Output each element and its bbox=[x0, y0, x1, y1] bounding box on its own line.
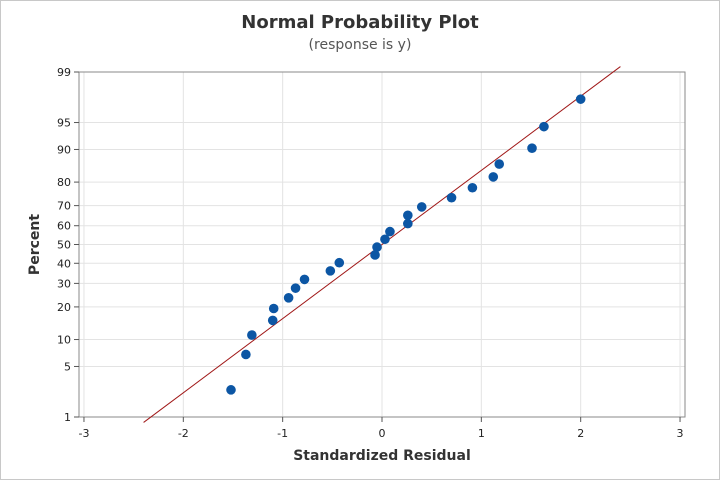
data-point bbox=[488, 172, 499, 182]
chart-title: Normal Probability Plot bbox=[241, 12, 479, 33]
y-tick-label: 20 bbox=[57, 301, 71, 314]
data-point bbox=[385, 226, 395, 237]
data-point bbox=[268, 303, 279, 314]
y-tick-label: 90 bbox=[57, 143, 71, 156]
x-tick-label: -1 bbox=[277, 427, 288, 440]
y-tick-label: 70 bbox=[57, 200, 71, 213]
x-tick-label: 2 bbox=[577, 427, 584, 440]
data-point bbox=[283, 293, 294, 303]
y-tick-label: 5 bbox=[64, 360, 71, 373]
x-tick-label: 1 bbox=[478, 427, 485, 440]
x-tick-label: -2 bbox=[178, 427, 189, 440]
data-point bbox=[247, 330, 257, 340]
data-point bbox=[226, 385, 236, 395]
data-point bbox=[527, 143, 537, 153]
data-point bbox=[380, 234, 390, 245]
x-axis-label: Standardized Residual bbox=[293, 448, 471, 464]
y-tick-label: 30 bbox=[57, 277, 71, 290]
data-point bbox=[299, 274, 310, 285]
data-point bbox=[539, 121, 549, 132]
x-tick-label: 0 bbox=[379, 427, 386, 440]
data-point bbox=[290, 283, 301, 293]
x-tick-label: 3 bbox=[677, 427, 684, 440]
y-axis-label: Percent bbox=[27, 214, 43, 275]
data-point bbox=[372, 242, 382, 252]
axis-ticks: -3 -2 -1 0 1 2 3 1 5 10 20 30 40 50 60 70 80 90 95 99 bbox=[57, 66, 684, 440]
data-point bbox=[467, 182, 478, 193]
y-tick-label: 50 bbox=[57, 239, 71, 252]
y-tick-label: 40 bbox=[57, 257, 71, 270]
y-tick-label: 60 bbox=[57, 220, 71, 233]
data-point bbox=[403, 210, 413, 221]
x-tick-label: -3 bbox=[78, 427, 89, 440]
data-point bbox=[325, 266, 336, 276]
data-point bbox=[370, 250, 380, 260]
data-point bbox=[494, 159, 505, 169]
y-tick-label: 95 bbox=[57, 117, 71, 130]
data-point bbox=[267, 315, 278, 326]
y-tick-label: 1 bbox=[64, 411, 71, 424]
y-tick-label: 80 bbox=[57, 176, 71, 189]
y-tick-label: 99 bbox=[57, 66, 71, 79]
data-point bbox=[403, 218, 413, 229]
data-point bbox=[241, 349, 251, 360]
data-point bbox=[575, 94, 586, 104]
y-tick-label: 10 bbox=[57, 334, 71, 347]
data-point bbox=[334, 257, 345, 268]
data-points bbox=[226, 94, 586, 395]
data-point bbox=[416, 202, 427, 212]
data-point bbox=[446, 192, 457, 203]
chart-subtitle: (response is y) bbox=[308, 37, 412, 53]
